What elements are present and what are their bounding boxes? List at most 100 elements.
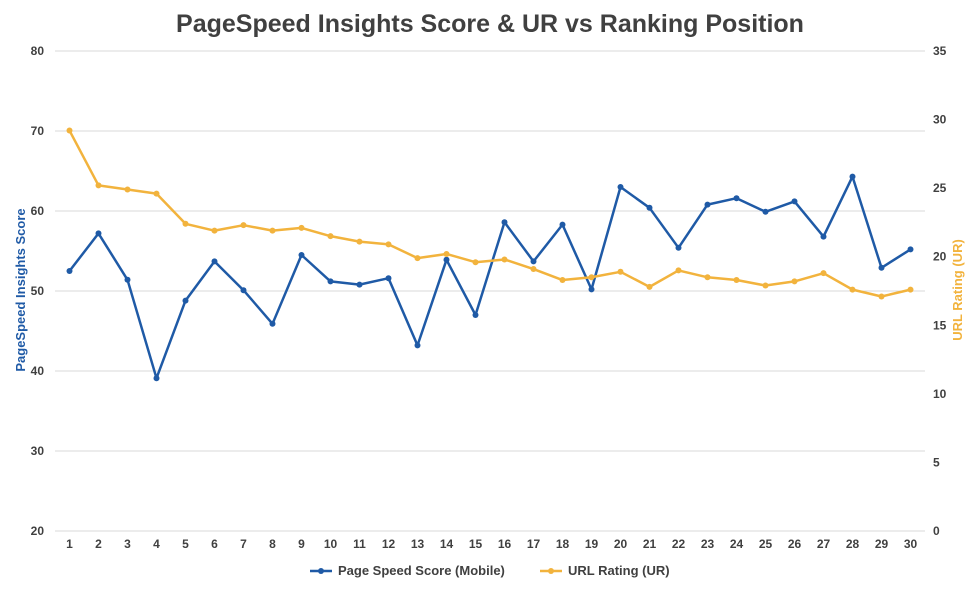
data-point xyxy=(907,286,914,293)
x-tick-label: 12 xyxy=(382,537,396,551)
left-axis-ticks: 20 30 40 50 60 70 80 xyxy=(31,44,45,538)
x-tick-label: 17 xyxy=(527,537,541,551)
x-tick-label: 3 xyxy=(124,537,131,551)
right-tick-label: 30 xyxy=(933,113,947,127)
data-point xyxy=(356,281,363,288)
data-point xyxy=(472,312,479,318)
data-point xyxy=(153,375,160,382)
data-point xyxy=(878,293,885,300)
data-point xyxy=(240,222,247,229)
left-tick-label: 60 xyxy=(31,204,45,218)
data-point xyxy=(849,173,856,180)
right-tick-label: 25 xyxy=(933,181,947,195)
data-point xyxy=(211,227,218,234)
data-point xyxy=(124,276,131,283)
x-tick-label: 18 xyxy=(556,537,570,551)
x-tick-label: 9 xyxy=(298,537,305,551)
data-point xyxy=(182,297,189,304)
data-point xyxy=(675,244,682,251)
data-point xyxy=(559,221,566,228)
data-point xyxy=(269,227,276,234)
right-tick-label: 0 xyxy=(933,524,940,538)
data-point xyxy=(124,186,131,193)
data-point xyxy=(530,266,537,273)
x-tick-label: 2 xyxy=(95,537,102,551)
left-tick-label: 40 xyxy=(31,364,45,378)
data-point xyxy=(791,278,798,285)
right-tick-label: 35 xyxy=(933,44,947,58)
left-tick-label: 70 xyxy=(31,124,45,138)
series-1 xyxy=(66,173,914,382)
left-tick-label: 30 xyxy=(31,444,45,458)
legend-marker xyxy=(318,568,324,574)
x-tick-label: 13 xyxy=(411,537,425,551)
chart-title: PageSpeed Insights Score & UR vs Ranking… xyxy=(176,10,804,38)
data-point xyxy=(646,204,653,211)
data-point xyxy=(791,198,798,205)
data-point xyxy=(907,246,914,253)
data-point xyxy=(443,256,450,263)
data-point xyxy=(733,277,740,284)
data-point xyxy=(617,184,624,190)
data-point xyxy=(182,220,189,227)
data-point xyxy=(327,233,334,240)
right-axis-ticks: 0 5 10 15 20 25 30 35 xyxy=(933,44,947,538)
x-tick-label: 5 xyxy=(182,537,189,551)
data-point xyxy=(704,201,711,208)
data-point xyxy=(153,190,160,197)
x-tick-label: 22 xyxy=(672,537,686,551)
x-axis-ticks: 1 2 3 4 5 6 7 8 9 10 11 12 13 14 15 16 17 18 19 20 21 22 23 24 2… xyxy=(66,537,917,551)
series-line-1 xyxy=(68,175,912,380)
data-point xyxy=(878,264,885,271)
y2-axis-title: URL Rating (UR) xyxy=(950,239,965,341)
data-point xyxy=(327,278,334,285)
data-point xyxy=(472,259,479,266)
series-layer xyxy=(66,127,914,382)
x-tick-label: 28 xyxy=(846,537,860,551)
data-point xyxy=(820,233,827,240)
data-point xyxy=(675,267,682,274)
legend: Page Speed Score (Mobile) URL Rating (UR) xyxy=(310,563,670,578)
right-tick-label: 15 xyxy=(933,318,947,332)
data-point xyxy=(385,241,392,248)
data-point xyxy=(501,256,508,263)
x-tick-label: 10 xyxy=(324,537,338,551)
legend-marker xyxy=(548,568,554,574)
data-point xyxy=(733,195,740,202)
y-axis-title: PageSpeed Insights Score xyxy=(13,208,28,371)
data-point xyxy=(530,258,537,265)
right-tick-label: 20 xyxy=(933,250,947,264)
data-point xyxy=(762,208,769,215)
data-point xyxy=(849,286,856,293)
data-point xyxy=(617,268,624,275)
x-tick-label: 20 xyxy=(614,537,628,551)
data-point xyxy=(704,274,711,281)
x-tick-label: 11 xyxy=(353,537,366,551)
data-point xyxy=(211,258,218,265)
legend-label-2: URL Rating (UR) xyxy=(568,563,670,578)
x-tick-label: 29 xyxy=(875,537,889,551)
series-line-2 xyxy=(68,129,911,298)
data-point xyxy=(414,342,421,349)
gridlines xyxy=(55,50,925,532)
data-point xyxy=(66,127,73,134)
data-point xyxy=(385,275,392,282)
x-tick-label: 24 xyxy=(730,537,744,551)
data-point xyxy=(298,252,305,258)
data-point xyxy=(240,287,247,294)
x-tick-label: 25 xyxy=(759,537,773,551)
data-point xyxy=(269,320,276,327)
right-tick-label: 10 xyxy=(933,387,947,401)
data-point xyxy=(95,230,102,237)
x-tick-label: 8 xyxy=(269,537,276,551)
left-tick-label: 80 xyxy=(31,44,45,58)
x-tick-label: 4 xyxy=(153,537,160,551)
data-point xyxy=(646,283,653,290)
x-tick-label: 30 xyxy=(904,537,918,551)
right-tick-label: 5 xyxy=(933,455,940,469)
left-tick-label: 50 xyxy=(31,284,45,298)
data-point xyxy=(66,268,73,274)
data-point xyxy=(588,286,595,293)
